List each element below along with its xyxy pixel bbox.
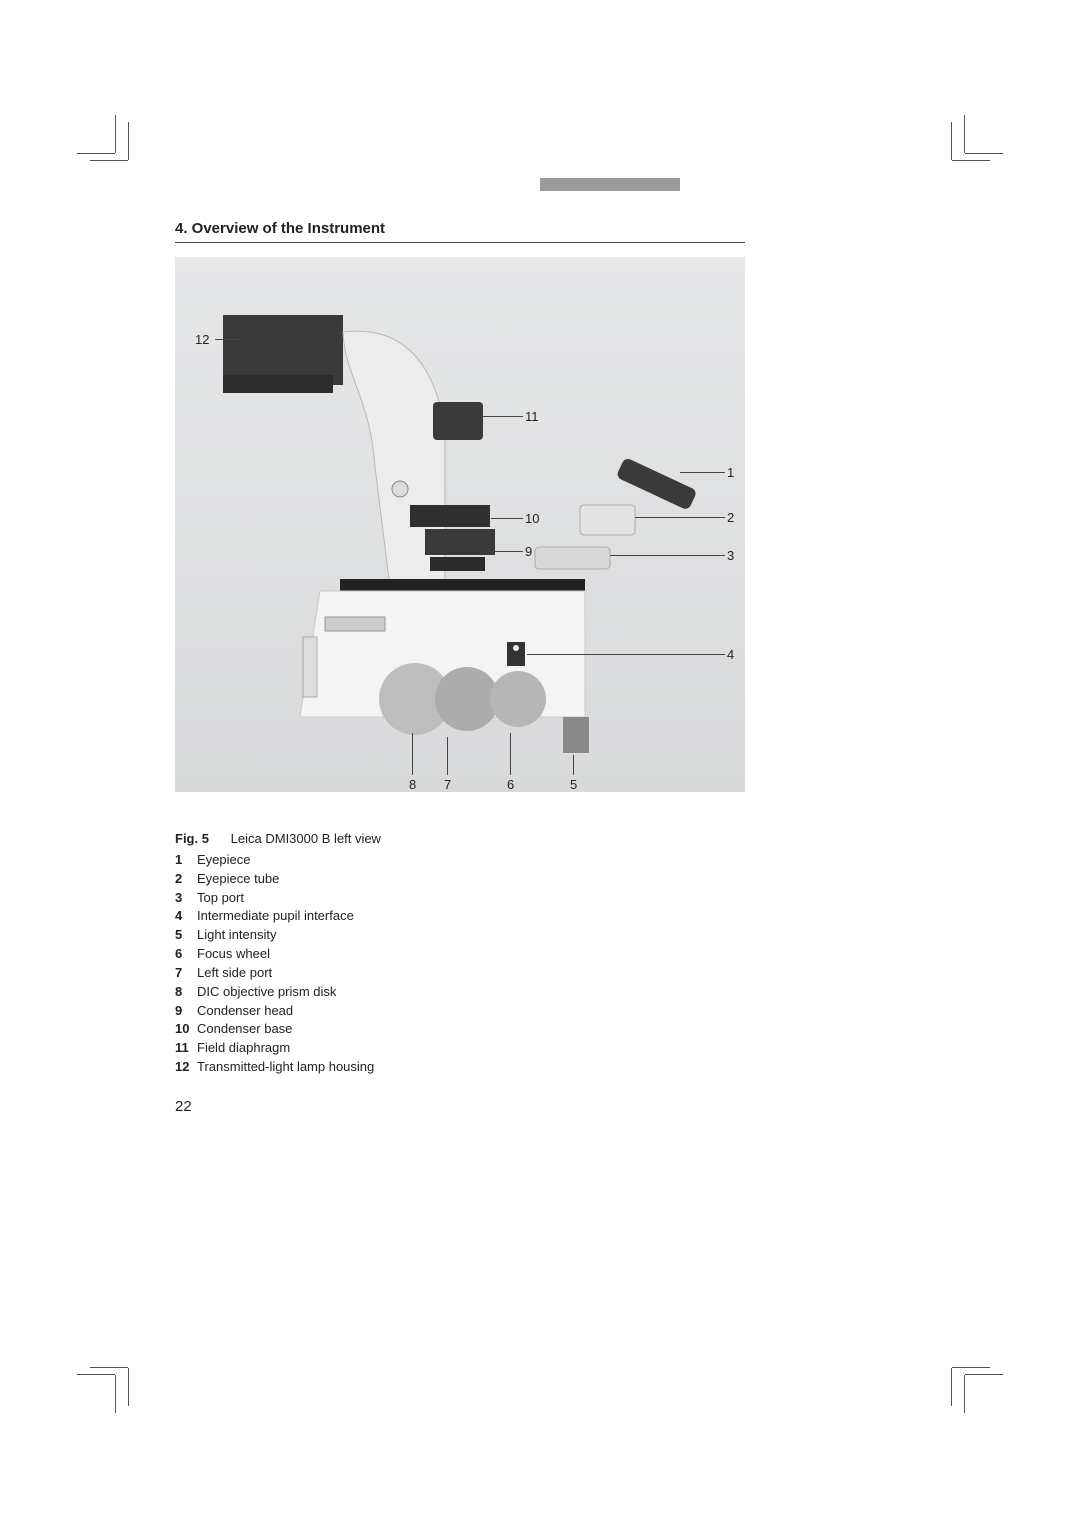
legend-num: 3 [175,889,197,908]
legend-num: 7 [175,964,197,983]
leader-line [485,551,523,552]
callout-6: 6 [507,777,514,792]
leader-line [635,517,725,518]
figure-title: Leica DMI3000 B left view [231,831,381,846]
legend-text: Field diaphragm [197,1039,290,1058]
crop-mark [951,1368,952,1406]
leader-line [412,733,413,775]
legend-text: Transmitted-light lamp housing [197,1058,374,1077]
callout-10: 10 [525,511,539,526]
crop-mark [964,1375,965,1413]
legend-num: 5 [175,926,197,945]
leader-line [447,737,448,775]
leader-line [573,755,574,775]
crop-mark [965,1374,1003,1375]
figure-number: Fig. 5 [175,831,209,846]
legend-num: 6 [175,945,197,964]
legend-num: 1 [175,851,197,870]
callout-2: 2 [727,510,734,525]
crop-mark [128,122,129,160]
crop-mark [90,160,128,161]
leader-line [491,518,523,519]
legend-text: Eyepiece [197,851,250,870]
crop-mark [951,122,952,160]
leader-line [510,733,511,775]
callout-3: 3 [727,548,734,563]
legend-num: 9 [175,1002,197,1021]
legend-num: 4 [175,907,197,926]
callout-1: 1 [727,465,734,480]
legend-num: 2 [175,870,197,889]
crop-mark [964,115,965,153]
leader-line [215,339,243,340]
crop-mark [952,1367,990,1368]
callout-12: 12 [195,332,209,347]
section-title: 4. Overview of the Instrument [175,220,385,237]
legend-text: Left side port [197,964,272,983]
legend-text: Eyepiece tube [197,870,279,889]
callout-5: 5 [570,777,577,792]
legend-text: Intermediate pupil interface [197,907,354,926]
crop-mark [90,1367,128,1368]
legend-text: Light intensity [197,926,277,945]
legend-num: 12 [175,1058,197,1077]
callout-8: 8 [409,777,416,792]
header-bar [540,178,680,191]
legend-text: Condenser head [197,1002,293,1021]
callout-9: 9 [525,544,532,559]
callout-4: 4 [727,647,734,662]
page-number: 22 [175,1098,192,1115]
crop-mark [128,1368,129,1406]
leader-line [483,416,523,417]
figure-image: 12 11 10 9 1 2 3 4 8 7 6 5 [175,257,745,792]
crop-mark [115,115,116,153]
legend-text: Top port [197,889,244,908]
legend-text: Focus wheel [197,945,270,964]
leader-line [680,472,725,473]
legend-text: Condenser base [197,1020,292,1039]
crop-mark [115,1375,116,1413]
microscope-illustration [175,257,745,792]
callout-11: 11 [525,409,539,424]
section-rule [175,242,745,243]
leader-line [610,555,725,556]
crop-mark [965,153,1003,154]
legend-text: DIC objective prism disk [197,983,336,1002]
crop-mark [77,1374,115,1375]
crop-mark [77,153,115,154]
callout-7: 7 [444,777,451,792]
legend-num: 11 [175,1039,197,1058]
leader-line [527,654,725,655]
figure-caption: Fig. 5 Leica DMI3000 B left view 1Eyepie… [175,830,745,1077]
legend-num: 8 [175,983,197,1002]
crop-mark [952,160,990,161]
legend-num: 10 [175,1020,197,1039]
